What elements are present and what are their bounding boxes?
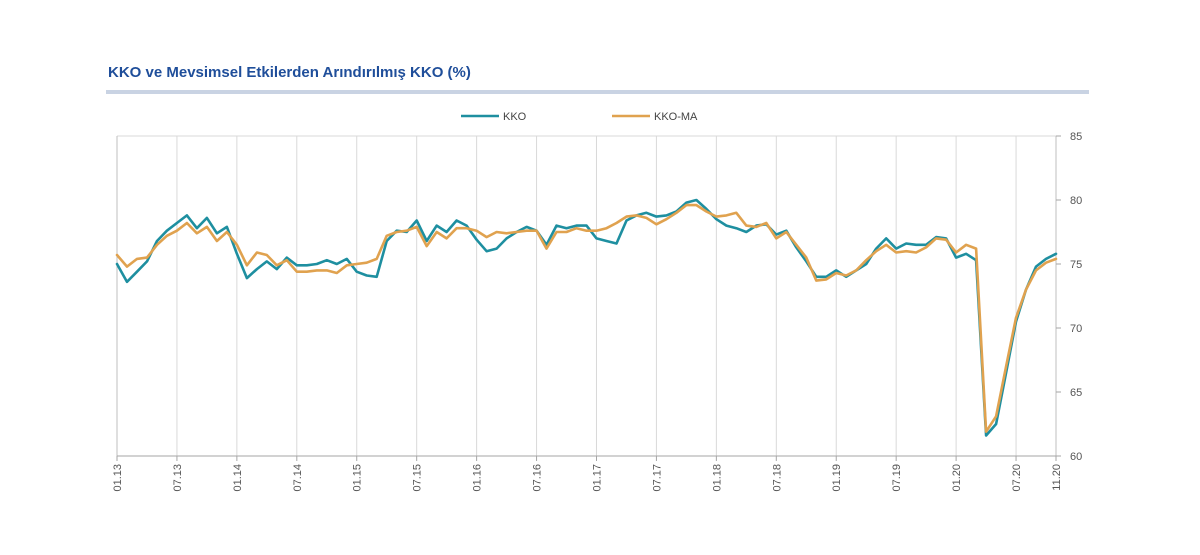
plot-frame [116, 136, 1057, 457]
x-tick-label: 01.17 [591, 464, 603, 492]
x-tick-label: 01.16 [472, 464, 484, 492]
x-tick-label: 01.18 [711, 464, 723, 492]
x-tick-label: 01.19 [831, 464, 843, 492]
x-tick-label: 07.17 [651, 464, 663, 492]
x-tick-label: 07.20 [1011, 464, 1023, 492]
x-tick-label: 07.18 [771, 464, 783, 492]
x-tick-label: 07.13 [172, 464, 184, 492]
title-divider [106, 90, 1089, 94]
legend-label-kko-ma: KKO-MA [654, 111, 698, 123]
x-tick-label: 07.15 [412, 464, 424, 492]
x-tick-label: 07.19 [891, 464, 903, 492]
x-tick-label: 07.14 [292, 464, 304, 492]
x-tick-label: 01.15 [352, 464, 364, 492]
y-tick-label: 75 [1070, 259, 1082, 271]
gridlines [116, 135, 1057, 456]
legend-label-kko: KKO [503, 111, 527, 123]
series-line-kko [115, 198, 1058, 437]
y-tick-label: 85 [1070, 131, 1082, 143]
x-tick-label: 07.16 [532, 464, 544, 492]
y-tick-label: 80 [1070, 195, 1082, 207]
x-axis: 01.13 07.13 01.14 07.14 01.15 07.15 01.16 07.16… [112, 456, 1063, 492]
legend: KKO KKO-MA [461, 111, 698, 123]
x-tick-label: 01.20 [951, 464, 963, 492]
series-lines [115, 198, 1058, 437]
y-axis: 60 65 70 75 80 85 [1056, 131, 1082, 463]
x-tick-label: 01.14 [232, 464, 244, 492]
y-tick-label: 60 [1070, 451, 1082, 463]
y-tick-label: 65 [1070, 387, 1082, 399]
y-tick-label: 70 [1070, 323, 1082, 335]
chart-title: KKO ve Mevsimsel Etkilerden Arındırılmış… [108, 64, 471, 81]
x-tick-label: 01.13 [112, 464, 124, 492]
x-tick-label: 11.20 [1051, 464, 1063, 491]
series-line-kko-ma [115, 203, 1058, 434]
